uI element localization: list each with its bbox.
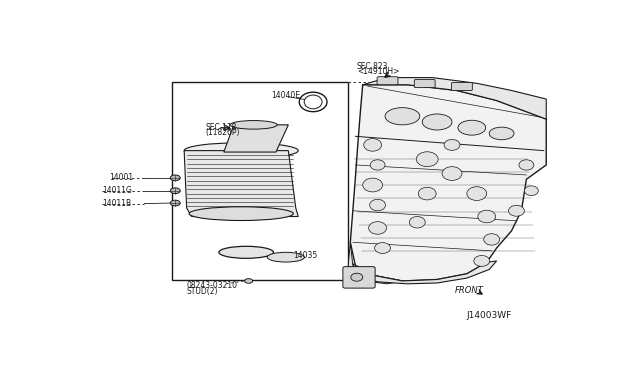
Circle shape: [170, 175, 180, 181]
FancyBboxPatch shape: [451, 83, 472, 90]
Ellipse shape: [374, 243, 390, 253]
Ellipse shape: [422, 114, 452, 130]
Ellipse shape: [219, 246, 273, 258]
Text: 08243-03210: 08243-03210: [187, 281, 237, 290]
Ellipse shape: [369, 222, 387, 234]
Text: 14001: 14001: [109, 173, 133, 182]
Text: 14040E: 14040E: [271, 91, 300, 100]
Ellipse shape: [363, 178, 383, 192]
Ellipse shape: [467, 187, 487, 201]
Ellipse shape: [230, 121, 277, 129]
FancyBboxPatch shape: [414, 80, 435, 87]
Ellipse shape: [489, 127, 514, 140]
Ellipse shape: [524, 186, 538, 196]
Polygon shape: [353, 261, 497, 284]
Text: 14011B: 14011B: [102, 199, 131, 208]
Bar: [172, 82, 348, 279]
Text: SEC.118: SEC.118: [205, 123, 237, 132]
Text: SEC.823: SEC.823: [356, 62, 388, 71]
Ellipse shape: [478, 210, 495, 223]
Circle shape: [170, 200, 180, 206]
Ellipse shape: [385, 108, 420, 125]
Circle shape: [170, 188, 180, 193]
Ellipse shape: [364, 139, 381, 151]
Polygon shape: [184, 151, 298, 217]
Ellipse shape: [484, 234, 500, 245]
Ellipse shape: [419, 187, 436, 200]
Ellipse shape: [351, 273, 363, 281]
Ellipse shape: [268, 252, 305, 262]
Ellipse shape: [458, 120, 486, 135]
Text: 14011G: 14011G: [102, 186, 132, 195]
Text: STUD(2): STUD(2): [187, 287, 218, 296]
Ellipse shape: [416, 152, 438, 167]
Ellipse shape: [519, 160, 534, 170]
Text: J14003WF: J14003WF: [467, 311, 512, 320]
Text: FRONT: FRONT: [455, 286, 484, 295]
Ellipse shape: [304, 95, 322, 109]
Text: <14910H>: <14910H>: [356, 67, 399, 76]
FancyBboxPatch shape: [343, 267, 375, 288]
Text: (11826P): (11826P): [205, 128, 240, 137]
Text: 14035: 14035: [293, 251, 317, 260]
Ellipse shape: [509, 205, 524, 216]
Polygon shape: [363, 78, 547, 119]
Ellipse shape: [189, 207, 293, 221]
Ellipse shape: [410, 217, 425, 228]
Polygon shape: [348, 242, 403, 284]
Ellipse shape: [370, 160, 385, 170]
Ellipse shape: [444, 140, 460, 150]
Ellipse shape: [370, 199, 385, 211]
Ellipse shape: [442, 167, 462, 180]
Circle shape: [244, 279, 253, 283]
Ellipse shape: [474, 256, 490, 266]
FancyBboxPatch shape: [377, 77, 398, 85]
Polygon shape: [224, 125, 288, 152]
Ellipse shape: [184, 143, 298, 158]
Polygon shape: [350, 85, 547, 281]
